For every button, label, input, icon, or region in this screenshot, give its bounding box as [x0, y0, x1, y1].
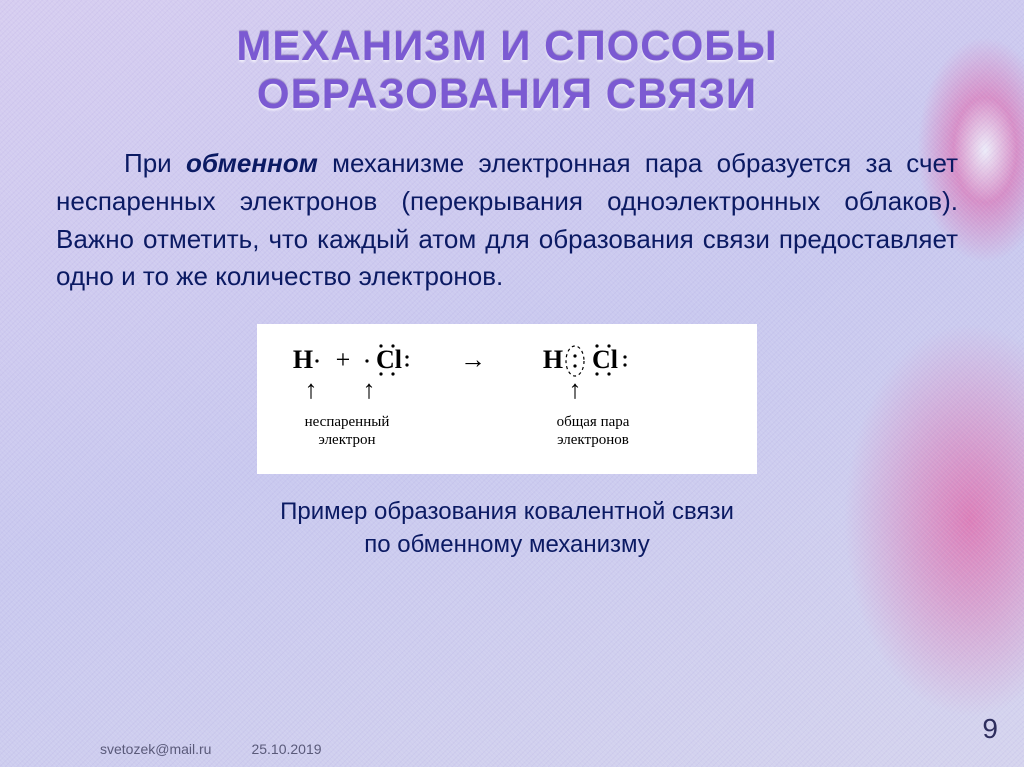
title-line-2: ОБРАЗОВАНИЯ СВЯЗИ — [257, 70, 757, 117]
p-indent: При — [124, 148, 186, 178]
footer: svetozek@mail.ru 25.10.2019 — [0, 741, 1024, 757]
title-line-1: МЕХАНИЗМ И СПОСОБЫ — [236, 22, 777, 69]
svg-text:↑: ↑ — [305, 375, 318, 404]
caption-line-2: по обменному механизму — [364, 531, 650, 558]
svg-text:→: → — [460, 345, 486, 374]
svg-text:↑: ↑ — [569, 375, 582, 404]
diagram-svg: H+Cl↑↑неспаренныйэлектрон→HCl↑общая пара… — [273, 334, 741, 468]
svg-text:неспаренный: неспаренный — [305, 414, 390, 430]
svg-text:электронов: электронов — [557, 432, 629, 448]
footer-date: 25.10.2019 — [251, 741, 321, 757]
caption-line-1: Пример образования ковалентной связи — [280, 498, 734, 525]
body-paragraph: При обменном механизме электронная пара … — [50, 145, 964, 297]
svg-text:H: H — [293, 345, 313, 374]
svg-text:Cl: Cl — [592, 345, 618, 374]
reaction-diagram: H+Cl↑↑неспаренныйэлектрон→HCl↑общая пара… — [257, 324, 757, 474]
svg-text:Cl: Cl — [376, 345, 402, 374]
p-emph: обменном — [186, 148, 318, 178]
svg-text:электрон: электрон — [318, 432, 375, 448]
page-number: 9 — [982, 713, 998, 745]
slide-title: МЕХАНИЗМ И СПОСОБЫ ОБРАЗОВАНИЯ СВЯЗИ — [50, 22, 964, 119]
slide: МЕХАНИЗМ И СПОСОБЫ ОБРАЗОВАНИЯ СВЯЗИ При… — [0, 0, 1024, 767]
svg-text:H: H — [543, 345, 563, 374]
diagram-caption: Пример образования ковалентной связи по … — [50, 496, 964, 561]
svg-text:общая пара: общая пара — [557, 414, 630, 430]
svg-text:+: + — [336, 345, 351, 374]
svg-text:↑: ↑ — [363, 375, 376, 404]
footer-email: svetozek@mail.ru — [100, 741, 211, 757]
